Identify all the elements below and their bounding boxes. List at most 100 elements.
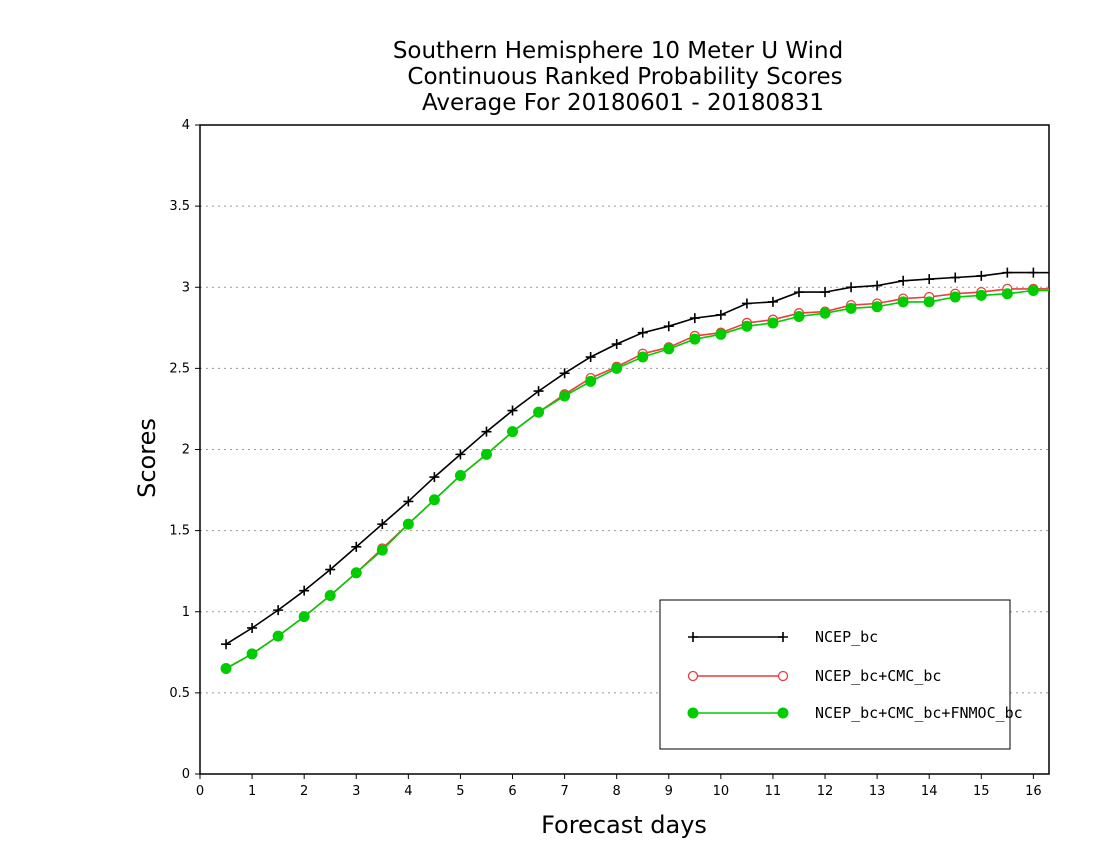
x-tick-label: 14 xyxy=(921,784,938,799)
data-point xyxy=(846,282,857,293)
legend-marker xyxy=(687,707,699,719)
legend-label: NCEP_bc+CMC_bc+FNMOC_bc xyxy=(815,704,1023,722)
data-point xyxy=(637,351,649,363)
y-tick-label: 1.5 xyxy=(169,524,190,539)
data-point xyxy=(559,390,571,402)
x-tick-label: 11 xyxy=(765,784,782,799)
x-tick-label: 1 xyxy=(248,784,256,799)
data-point xyxy=(454,469,466,481)
data-point xyxy=(793,310,805,322)
series-line xyxy=(225,271,1034,645)
data-point xyxy=(663,321,674,332)
y-tick-label: 0 xyxy=(182,767,190,782)
y-tick-label: 1 xyxy=(182,605,190,620)
x-tick-label: 5 xyxy=(456,784,464,799)
y-tick-label: 2 xyxy=(182,443,190,458)
data-point xyxy=(455,449,466,460)
data-point xyxy=(429,472,440,483)
y-tick-label: 4 xyxy=(182,118,190,133)
legend-label: NCEP_bc xyxy=(815,628,878,646)
data-point xyxy=(402,518,414,530)
x-tick-label: 13 xyxy=(869,784,886,799)
legend-marker xyxy=(777,707,789,719)
x-tick-label: 6 xyxy=(508,784,516,799)
data-point xyxy=(845,302,857,314)
x-tick-label: 15 xyxy=(973,784,990,799)
series-lines xyxy=(220,267,1049,675)
legend-marker xyxy=(687,670,699,682)
data-point xyxy=(1027,284,1039,296)
data-point xyxy=(950,272,961,283)
data-point xyxy=(897,296,909,308)
y-tick-label: 0.5 xyxy=(169,686,190,701)
x-tick-label: 9 xyxy=(665,784,673,799)
x-axis-label: Forecast days xyxy=(541,811,707,839)
x-tick-label: 10 xyxy=(713,784,730,799)
data-point xyxy=(767,317,779,329)
x-tick-label: 12 xyxy=(817,784,834,799)
y-tick-label: 2.5 xyxy=(169,361,190,376)
y-tick-label: 3 xyxy=(182,280,190,295)
y-tick-label: 3.5 xyxy=(169,199,190,214)
data-point xyxy=(871,301,883,313)
data-point xyxy=(741,298,752,309)
data-point xyxy=(220,663,232,675)
data-point xyxy=(1028,267,1039,278)
legend-label: NCEP_bc+CMC_bc xyxy=(815,667,941,685)
data-point xyxy=(377,519,388,530)
x-tick-label: 3 xyxy=(352,784,360,799)
data-point xyxy=(376,544,388,556)
data-point xyxy=(507,426,519,438)
data-point xyxy=(507,405,518,416)
legend-marker xyxy=(777,670,789,682)
legend-marker xyxy=(778,632,788,642)
legend-box xyxy=(659,599,1011,750)
data-point xyxy=(924,274,935,285)
data-point xyxy=(428,494,440,506)
data-point xyxy=(324,590,336,602)
data-point xyxy=(767,296,778,307)
data-point xyxy=(1001,288,1013,300)
data-point xyxy=(247,622,258,633)
data-point xyxy=(533,386,544,397)
data-point xyxy=(949,291,961,303)
data-point xyxy=(976,270,987,281)
data-point xyxy=(403,496,414,507)
x-tick-label: 2 xyxy=(300,784,308,799)
data-point xyxy=(273,605,284,616)
data-point xyxy=(299,585,310,596)
data-point xyxy=(585,375,597,387)
data-point xyxy=(898,275,909,286)
data-point xyxy=(663,343,675,355)
data-point xyxy=(325,564,336,575)
data-point xyxy=(298,611,310,623)
data-point xyxy=(923,296,935,308)
legend-marker xyxy=(688,632,698,642)
chart-title-line-1: Southern Hemisphere 10 Meter U Wind xyxy=(393,38,843,64)
x-tick-label: 0 xyxy=(196,784,204,799)
data-point xyxy=(1002,267,1013,278)
data-point xyxy=(533,406,545,418)
data-point xyxy=(221,639,232,650)
chart-title-line-2: Continuous Ranked Probability Scores xyxy=(407,64,842,90)
data-point xyxy=(246,648,258,660)
series-1 xyxy=(221,267,1049,650)
x-tick-label: 4 xyxy=(404,784,412,799)
data-point xyxy=(480,448,492,460)
data-point xyxy=(715,309,726,320)
chart-title-line-3: Average For 20180601 - 20180831 xyxy=(422,90,824,116)
y-axis-label: Scores xyxy=(133,418,161,498)
data-point xyxy=(689,313,700,324)
data-point xyxy=(975,289,987,301)
data-point xyxy=(611,339,622,350)
data-point xyxy=(559,368,570,379)
x-tick-label: 7 xyxy=(560,784,568,799)
data-point xyxy=(272,630,284,642)
legend-item-3: NCEP_bc+CMC_bc+FNMOC_bc xyxy=(687,704,1023,722)
data-point xyxy=(793,287,804,298)
chart-title: Southern Hemisphere 10 Meter U Wind Cont… xyxy=(393,38,843,116)
legend: NCEP_bc NCEP_bc+CMC_bc NCEP_bc+CMC_bc+FNMO… xyxy=(659,599,1023,750)
data-point xyxy=(351,541,362,552)
data-point xyxy=(741,320,753,332)
